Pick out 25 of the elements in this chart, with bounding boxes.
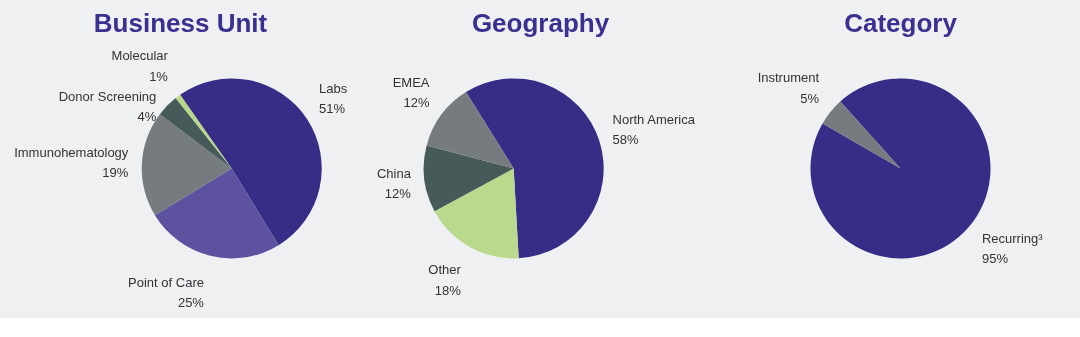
slice-label: EMEA [392,74,430,90]
data-label: 4% [137,109,157,125]
data-label: 1% [149,68,169,84]
slice-label: Point of Care [128,275,204,291]
chart-title: Business Unit [93,7,268,38]
data-label: 19% [102,164,129,180]
data-label: 51% [319,101,346,117]
slice-label: Other [428,262,462,278]
slice-label: China [376,165,412,181]
data-label: 58% [612,132,639,148]
slice-label: North America [612,112,696,128]
slice-label: Recurring³ [981,231,1044,247]
data-label: 95% [981,251,1009,267]
data-label: 12% [403,95,430,111]
chart-title: Category [844,7,958,38]
slice-label: Donor Screening [58,89,157,105]
slice-label: Labs [319,80,348,96]
data-label: 5% [800,90,820,106]
data-label: 25% [177,295,205,311]
slice-label: Immunohematology [14,144,129,160]
slice-label: Molecular [111,48,169,64]
chart-title: Geography [471,7,610,38]
data-label: 18% [434,282,462,298]
slice-label: Instrument [757,70,820,86]
data-label: 12% [384,186,412,202]
